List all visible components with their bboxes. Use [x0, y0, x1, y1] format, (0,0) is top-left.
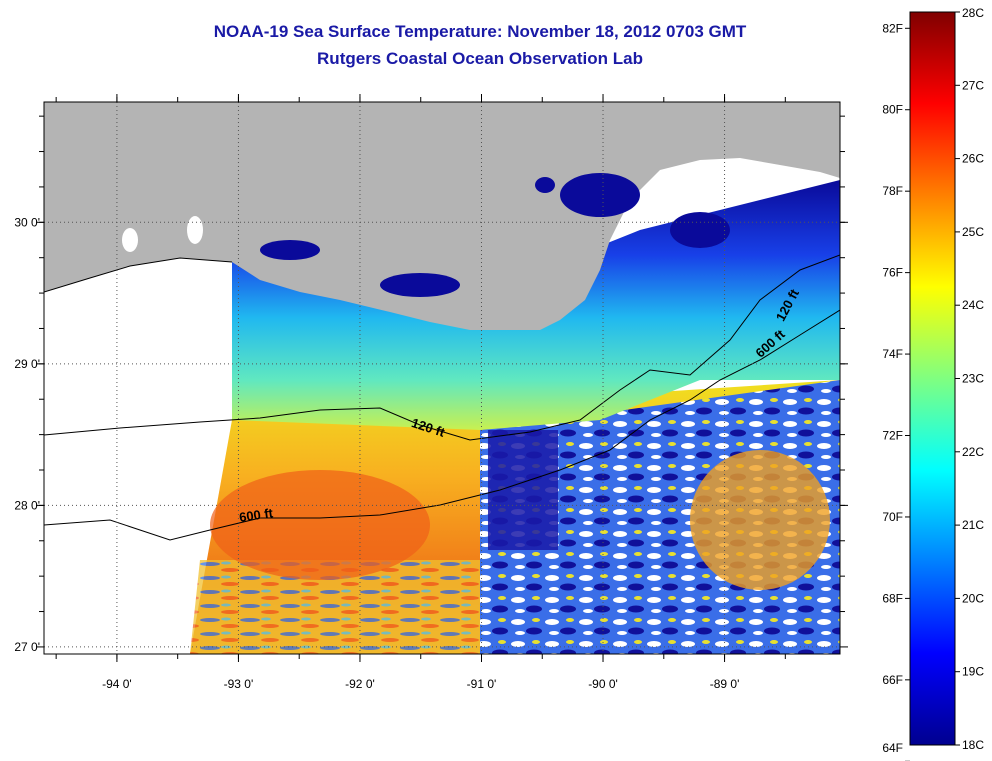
lake-west: [260, 240, 320, 260]
lake-small: [535, 177, 555, 193]
lake-east: [670, 212, 730, 248]
map-grid: [44, 102, 840, 654]
contour-120ft: [44, 254, 840, 441]
coastline: [44, 257, 233, 293]
map-frame: [43, 101, 841, 655]
lon-tick-label: -89 0': [710, 677, 740, 691]
lon-tick-label: -90 0': [588, 677, 618, 691]
lake-marsh: [380, 273, 460, 297]
lake-pontchartrain: [560, 173, 640, 217]
colorbar-c-label: 19C: [962, 665, 984, 679]
contour-600ft: [44, 309, 840, 541]
map-subtitle: Rutgers Coastal Ocean Observation Lab: [317, 49, 643, 68]
colorbar-f-label: 74F: [882, 347, 903, 361]
colorbar-f-label: 80F: [882, 103, 903, 117]
map-plot-area: [44, 102, 840, 654]
lat-tick-label: 30 0': [14, 215, 40, 229]
lon-tick-label: -93 0': [224, 677, 254, 691]
sst-swath-south-streaks: [190, 560, 480, 654]
colorbar-c-label: 28C: [962, 6, 984, 20]
colorbar-f-label: 76F: [882, 266, 903, 280]
lon-tick-label: -92 0': [345, 677, 375, 691]
lat-tick-label: 27 0': [14, 640, 40, 654]
lon-tick-label: -91 0': [467, 677, 497, 691]
colorbar-c-label: 22C: [962, 445, 984, 459]
colorbar-c-label: 21C: [962, 518, 984, 532]
colorbar-c-label: 27C: [962, 78, 984, 92]
map-title: NOAA-19 Sea Surface Temperature: Novembe…: [213, 22, 747, 41]
colorbar-f-label: 72F: [882, 429, 903, 443]
land-mass: [44, 102, 840, 330]
map-ticks: -94 0' -93 0' -92 0' -91 0' -90 0' -89 0' 30 0…: [14, 94, 848, 691]
inland-white-2: [187, 216, 203, 244]
colorbar-f-label: 66F: [882, 673, 903, 687]
colorbar-f-label: 78F: [882, 184, 903, 198]
warm-patch-east: [690, 450, 830, 590]
colorbar-f-label: 70F: [882, 510, 903, 524]
colorbar-f-label: 68F: [882, 591, 903, 605]
inland-white-1: [122, 228, 138, 252]
colorbar-c-label: 18C: [962, 738, 984, 752]
colorbar-c-label: 24C: [962, 298, 984, 312]
colorbar: [909, 11, 956, 746]
lat-tick-label: 29 0': [14, 357, 40, 371]
lat-tick-label: 28 0': [14, 498, 40, 512]
contour-label: 600 ft: [238, 505, 274, 525]
colorbar-c-label: 26C: [962, 152, 984, 166]
colorbar-c-label: 23C: [962, 372, 984, 386]
colorbar-c-label: 25C: [962, 225, 984, 239]
colorbar-f-label: 82F: [882, 21, 903, 35]
warm-core: [210, 470, 430, 580]
colorbar-labels: 82F 80F 78F 76F 74F 72F 70F 68F 66F 64F 28C 27C 26C 2…: [882, 6, 984, 761]
colorbar-c-label: 20C: [962, 591, 984, 605]
lon-tick-label: -94 0': [102, 677, 132, 691]
colorbar-f-label: 64F: [882, 741, 903, 755]
